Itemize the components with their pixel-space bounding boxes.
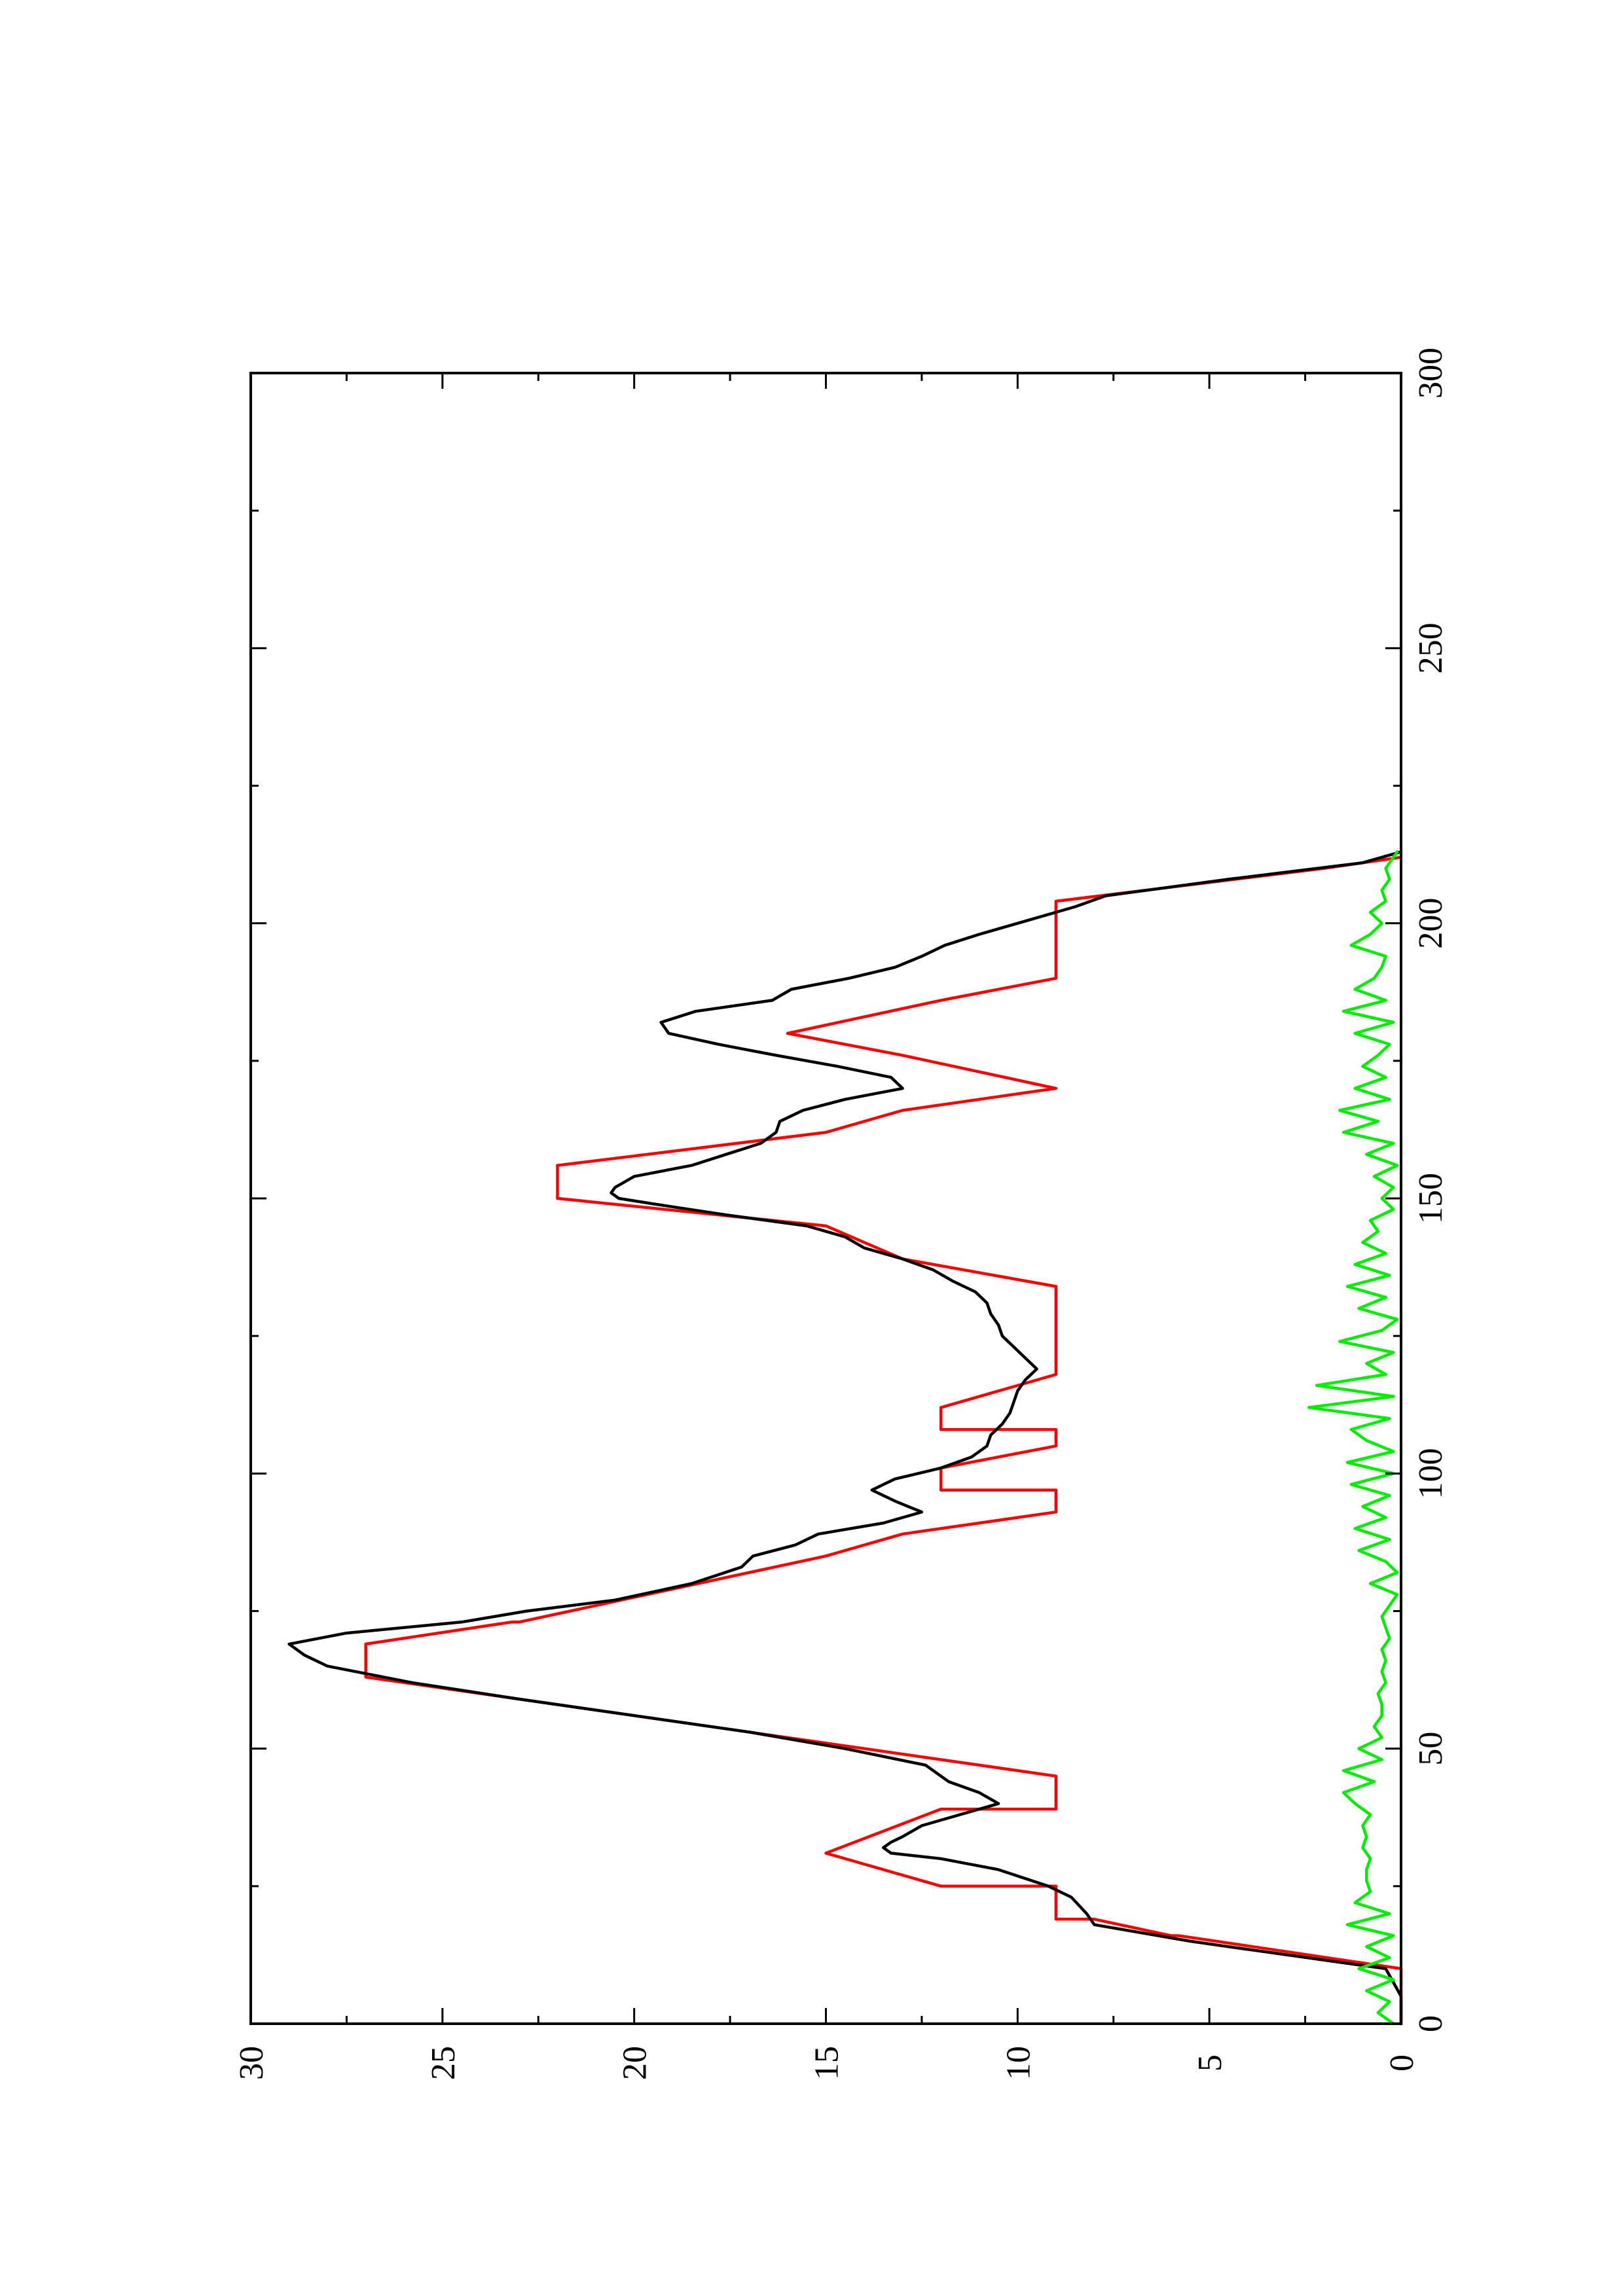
x-tick-label: 100 [1412, 1448, 1450, 1499]
series-line-3 [1307, 850, 1399, 2026]
y-tick-label: 0 [1383, 2054, 1421, 2072]
tick-label-layer: 0 50 100 150 200 250 300 0 5 10 15 20 25 30 [233, 348, 1450, 2080]
x-tick-label: 300 [1412, 348, 1450, 399]
x-tick-label: 50 [1412, 1732, 1450, 1766]
x-tick-label: 250 [1412, 622, 1450, 673]
y-tick-label: 10 [1000, 2046, 1037, 2080]
y-tick-label: 25 [425, 2046, 462, 2080]
y-tick-label: 15 [809, 2046, 846, 2080]
x-tick-label: 200 [1412, 898, 1450, 949]
plot-frame [249, 372, 1402, 2025]
series-line-1 [364, 855, 1403, 2026]
x-tick-label: 150 [1412, 1173, 1450, 1224]
y-tick-label: 5 [1192, 2054, 1229, 2072]
y-tick-label: 20 [617, 2046, 654, 2080]
series-line-2 [287, 850, 1403, 2026]
x-tick-label: 0 [1412, 2015, 1450, 2032]
y-tick-label: 30 [233, 2046, 270, 2080]
series-layer [287, 850, 1403, 2026]
tick-layer [249, 372, 1402, 2025]
